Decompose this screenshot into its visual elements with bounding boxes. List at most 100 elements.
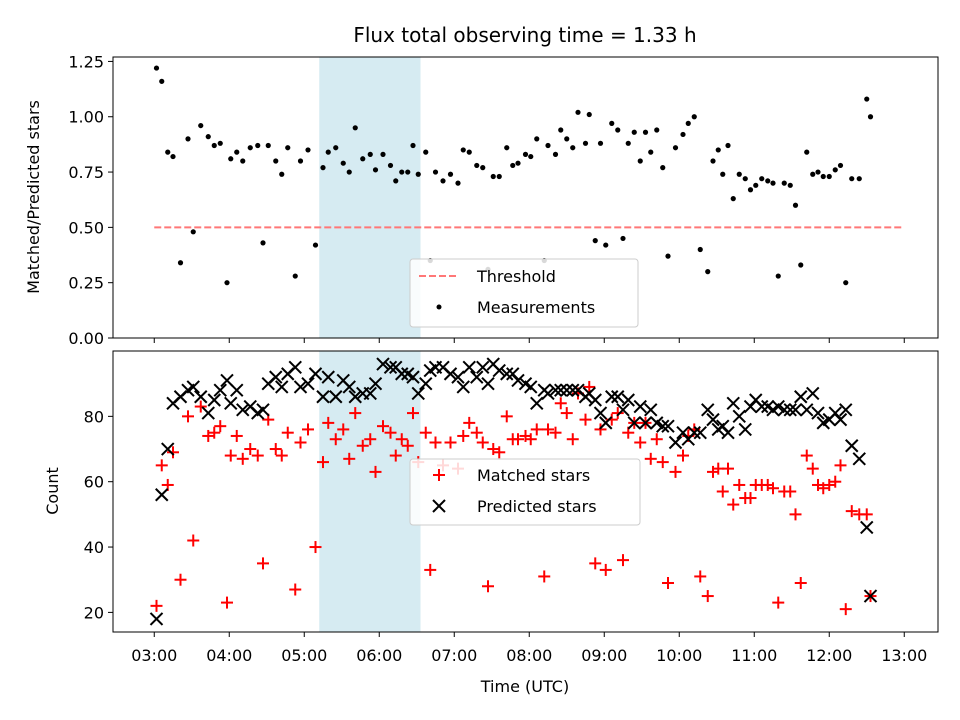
measurement-point	[787, 182, 793, 188]
predicted-star-point	[376, 357, 390, 371]
matched-star-point	[500, 410, 513, 423]
predicted-star-point	[860, 520, 874, 535]
measurement-point	[804, 149, 810, 155]
measurement-point	[742, 176, 748, 182]
predicted-star-point	[308, 367, 323, 381]
matched-star-point	[470, 426, 483, 439]
predicted-star-point	[213, 383, 227, 397]
predicted-star-point	[481, 376, 495, 391]
matched-star-point	[208, 426, 221, 439]
measurement-point	[815, 169, 821, 175]
y-tick-label: 60	[84, 473, 104, 492]
measurement-point	[545, 142, 551, 149]
matched-star-point	[656, 456, 669, 469]
matched-star-point	[150, 599, 163, 612]
predicted-star-point	[301, 376, 315, 391]
measurement-point	[759, 176, 765, 182]
y-tick-label: 40	[84, 538, 104, 557]
matched-star-point	[424, 563, 437, 576]
matched-star-point	[457, 429, 470, 442]
matched-star-point	[560, 407, 573, 420]
predicted-star-point	[230, 383, 244, 397]
count-y-axis-label: Count	[43, 467, 62, 515]
measurement-point	[367, 151, 373, 157]
matched-star-point	[309, 541, 322, 554]
measurement-point	[685, 120, 691, 126]
measurement-point	[603, 242, 609, 248]
legend-predicted-swatch	[432, 499, 446, 513]
matched-star-point	[275, 449, 288, 462]
predicted-star-point	[863, 589, 878, 603]
measurement-point	[558, 127, 564, 133]
measurement-point	[781, 180, 787, 186]
matched-star-point	[722, 462, 734, 475]
predicted-star-point	[342, 380, 356, 394]
measurement-point	[654, 127, 660, 133]
predicted-star-point	[194, 390, 208, 404]
matched-star-point	[834, 459, 847, 472]
predicted-star-point	[269, 370, 283, 384]
measurement-point	[665, 253, 671, 259]
predicted-star-point	[852, 452, 866, 466]
predicted-star-point	[383, 360, 398, 375]
predicted-star-point	[845, 439, 859, 453]
matched-star-point	[644, 452, 657, 465]
measurement-point	[372, 167, 379, 173]
predicted-star-point	[395, 367, 409, 381]
measurement-point	[460, 147, 466, 153]
y-tick-label: 1.00	[68, 108, 104, 127]
measurement-point	[642, 129, 649, 135]
matched-star-point	[789, 508, 802, 521]
ratio-y-axis-label: Matched/Predicted stars	[24, 100, 43, 294]
predicted-star-point	[621, 393, 635, 407]
measurement-point	[528, 153, 534, 160]
ratio-legend-box	[409, 258, 639, 328]
predicted-star-point	[363, 386, 377, 401]
predicted-star-point	[554, 383, 568, 397]
matched-star-point	[429, 436, 442, 449]
measurement-point	[387, 162, 394, 169]
measurement-point	[380, 151, 386, 157]
predicted-star-point	[443, 367, 458, 381]
measurement-point	[340, 160, 346, 166]
measurement-point	[552, 151, 559, 157]
matched-star-point	[482, 580, 494, 593]
ratio-shaded-span	[319, 57, 421, 338]
measurement-point	[648, 149, 654, 155]
matched-star-point	[194, 400, 207, 413]
measurement-point	[637, 158, 643, 164]
legend-threshold-label: Threshold	[476, 267, 556, 286]
measurement-point	[592, 238, 598, 244]
ratio-y-ticks: 0.00 0.25 0.50 0.75 1.00 1.25	[68, 52, 113, 348]
y-tick-label: 1.25	[68, 52, 104, 71]
matched-star-point	[662, 576, 674, 589]
predicted-star-point	[321, 370, 335, 384]
predicted-star-point	[593, 406, 608, 420]
measurement-point	[725, 142, 731, 149]
legend-predicted-label: Predicted stars	[477, 497, 597, 516]
measurement-point	[615, 127, 621, 133]
matched-star-point	[395, 433, 408, 446]
matched-star-point	[187, 534, 200, 547]
predicted-star-point	[833, 412, 848, 427]
matched-star-point	[322, 416, 335, 429]
predicted-star-point	[560, 383, 574, 397]
matched-star-point	[701, 590, 714, 603]
matched-star-point	[677, 449, 689, 462]
matched-star-point	[716, 485, 729, 498]
predicted-star-point	[616, 403, 630, 417]
measurement-point	[255, 142, 261, 149]
measurement-point	[440, 178, 446, 184]
measurement-point	[810, 171, 816, 177]
matched-star-point	[579, 413, 592, 426]
predicted-star-point	[149, 612, 164, 626]
y-tick-label: 0.25	[68, 274, 104, 293]
y-tick-label: 80	[84, 407, 104, 426]
matched-star-point	[617, 554, 629, 567]
measurement-point	[586, 111, 592, 118]
y-tick-label: 0.50	[68, 218, 104, 237]
matched-star-point	[538, 570, 551, 583]
x-axis-label: Time (UTC)	[480, 677, 569, 696]
predicted-star-point	[329, 390, 343, 404]
predicted-star-point	[783, 403, 797, 417]
